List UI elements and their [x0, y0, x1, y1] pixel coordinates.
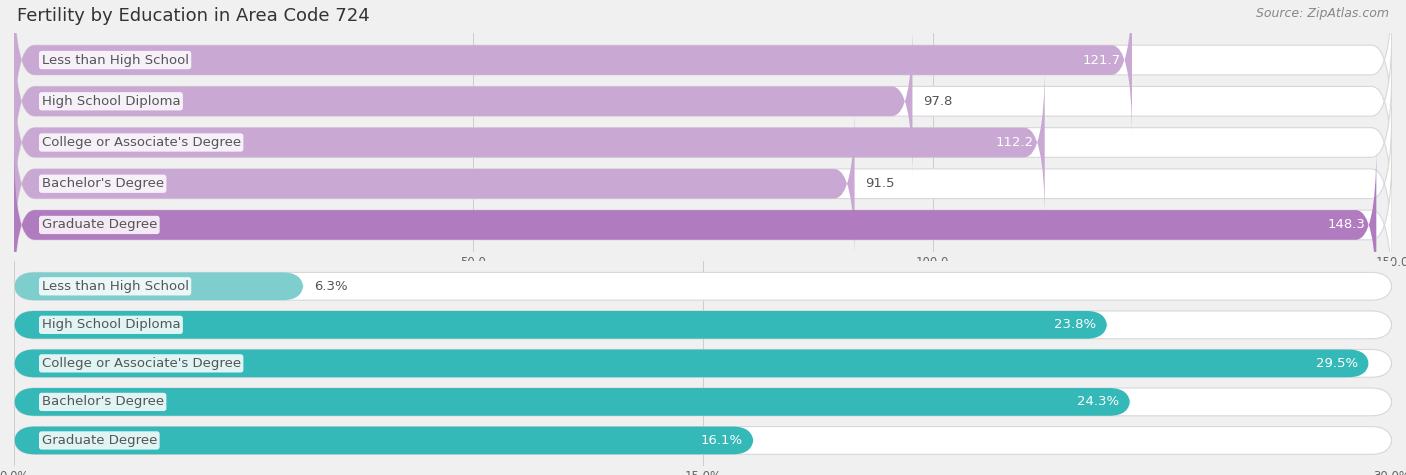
Text: 29.5%: 29.5%: [1316, 357, 1358, 370]
FancyBboxPatch shape: [14, 147, 1376, 303]
FancyBboxPatch shape: [14, 23, 912, 179]
Text: Bachelor's Degree: Bachelor's Degree: [42, 177, 163, 190]
Text: 91.5: 91.5: [866, 177, 896, 190]
Text: 16.1%: 16.1%: [700, 434, 742, 447]
Text: 112.2: 112.2: [995, 136, 1033, 149]
FancyBboxPatch shape: [14, 388, 1130, 416]
Text: Bachelor's Degree: Bachelor's Degree: [42, 395, 163, 408]
FancyBboxPatch shape: [14, 65, 1392, 220]
FancyBboxPatch shape: [14, 23, 1392, 179]
FancyBboxPatch shape: [14, 65, 1045, 220]
FancyBboxPatch shape: [14, 0, 1132, 138]
FancyBboxPatch shape: [14, 427, 1392, 454]
Text: 24.3%: 24.3%: [1077, 395, 1119, 408]
FancyBboxPatch shape: [14, 427, 754, 454]
Text: High School Diploma: High School Diploma: [42, 318, 180, 332]
FancyBboxPatch shape: [14, 0, 1392, 138]
FancyBboxPatch shape: [14, 311, 1107, 339]
Text: 148.3: 148.3: [1327, 218, 1365, 231]
FancyBboxPatch shape: [14, 106, 1392, 262]
FancyBboxPatch shape: [14, 273, 1392, 300]
FancyBboxPatch shape: [14, 311, 1392, 339]
FancyBboxPatch shape: [14, 350, 1392, 377]
FancyBboxPatch shape: [14, 388, 1392, 416]
Text: Source: ZipAtlas.com: Source: ZipAtlas.com: [1256, 7, 1389, 20]
FancyBboxPatch shape: [14, 106, 855, 262]
Text: Graduate Degree: Graduate Degree: [42, 218, 157, 231]
Text: College or Associate's Degree: College or Associate's Degree: [42, 357, 240, 370]
Text: College or Associate's Degree: College or Associate's Degree: [42, 136, 240, 149]
Text: Graduate Degree: Graduate Degree: [42, 434, 157, 447]
Text: Fertility by Education in Area Code 724: Fertility by Education in Area Code 724: [17, 7, 370, 25]
FancyBboxPatch shape: [14, 350, 1369, 377]
Text: Less than High School: Less than High School: [42, 54, 188, 67]
Text: 97.8: 97.8: [924, 95, 953, 108]
Text: 6.3%: 6.3%: [315, 280, 349, 293]
FancyBboxPatch shape: [14, 273, 304, 300]
Text: High School Diploma: High School Diploma: [42, 95, 180, 108]
Text: Less than High School: Less than High School: [42, 280, 188, 293]
Text: 23.8%: 23.8%: [1054, 318, 1097, 332]
Text: 121.7: 121.7: [1083, 54, 1121, 67]
FancyBboxPatch shape: [14, 147, 1392, 303]
